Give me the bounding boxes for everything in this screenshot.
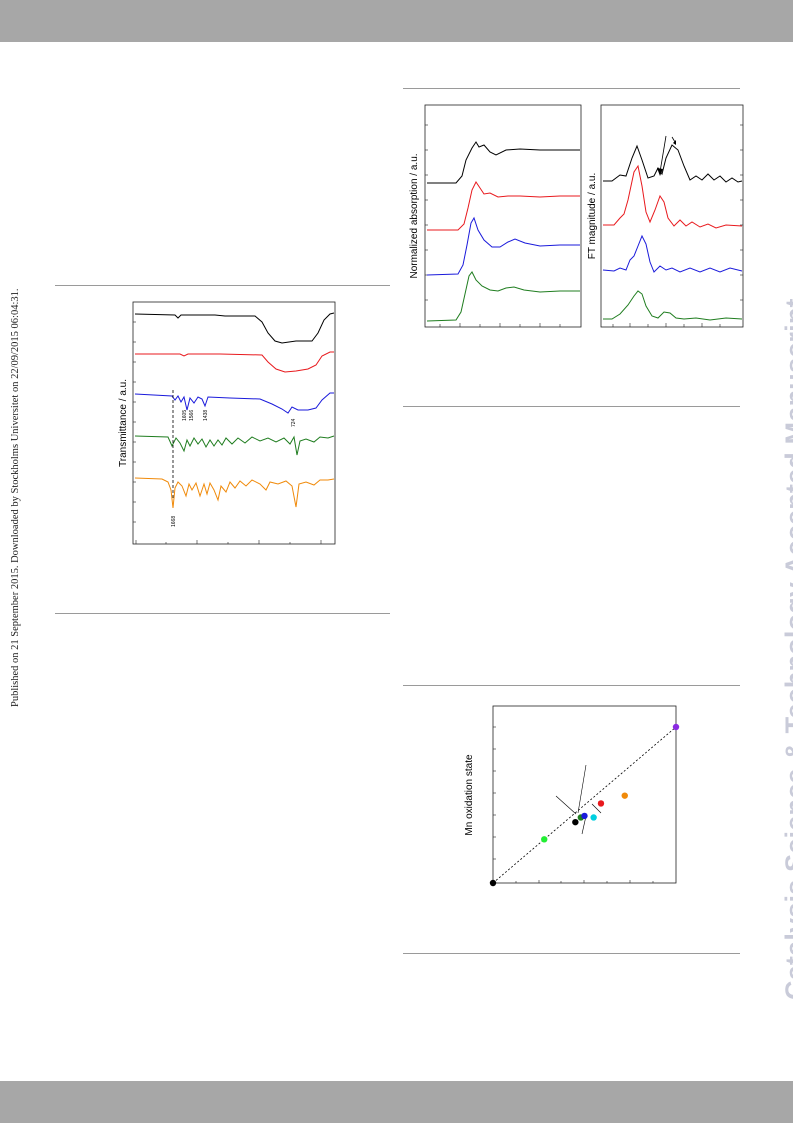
mn-trend-line (492, 726, 677, 884)
rule-mn-bottom (403, 953, 740, 954)
exafs-arrow-down (659, 135, 667, 173)
exafs-trace-red (603, 164, 743, 229)
exafs-x-ticks (612, 323, 721, 327)
xanes-trace-black (427, 141, 580, 184)
mn-data-point-8 (621, 792, 628, 799)
mn-data-point-9 (672, 723, 680, 731)
exafs-y-ticks (740, 124, 743, 301)
mn-y-ticks (493, 726, 496, 860)
mn-leader-lines (555, 764, 602, 835)
mn-y-axis-label: Mn oxidation state (464, 754, 475, 836)
exafs-trace-green (603, 290, 743, 321)
xanes-y-ticks (425, 124, 428, 301)
rule-ir-bottom (55, 613, 390, 614)
exafs-trace-blue (602, 234, 743, 273)
ir-peak-label-1566: 1566 (189, 410, 195, 421)
ir-x-ticks (135, 540, 322, 544)
ir-trace-black (134, 312, 335, 344)
ir-y-ticks (133, 321, 136, 523)
exafs-y-axis-label: FT magnitude / a.u. (587, 173, 598, 260)
ir-peak-label-1605: 1605 (182, 410, 188, 421)
rule-ir-top (55, 285, 390, 286)
xanes-panel (424, 104, 582, 328)
ir-trace-red (135, 351, 334, 373)
mn-data-point-3 (572, 818, 579, 826)
mn-data-points (489, 723, 680, 887)
rule-xas-top (403, 88, 740, 89)
mn-data-point-2 (541, 836, 548, 843)
ir-trace-blue (134, 392, 334, 414)
ir-peak-label-1438: 1438 (203, 410, 209, 421)
page-header-band (0, 0, 793, 42)
mn-plot-frame (492, 705, 677, 884)
mn-data-point-6 (590, 814, 597, 821)
mn-x-ticks (515, 880, 654, 883)
exafs-arrow-small (671, 136, 676, 143)
ir-y-axis-label: Transmittance / a.u. (118, 379, 129, 467)
xanes-y-axis-label: Normalized absorption / a.u. (409, 153, 420, 278)
ir-peak-label-1668: 1668 (171, 516, 177, 527)
xanes-trace-blue (426, 216, 580, 276)
ir-peak-label-724: 724 (291, 418, 297, 427)
page-footer-band (0, 1081, 793, 1123)
rule-mn-top (403, 685, 740, 686)
mn-data-point-1 (489, 879, 497, 887)
xanes-trace-green (426, 271, 580, 322)
rule-xas-bottom (403, 406, 740, 407)
ir-trace-green (134, 435, 335, 456)
xanes-x-ticks (439, 323, 561, 327)
mn-data-point-5 (581, 812, 588, 820)
exafs-arrow-small-head (673, 140, 676, 145)
exafs-arrow-down-head (657, 168, 663, 176)
exafs-trace-black (603, 144, 743, 183)
ir-trace-orange (134, 477, 335, 509)
exafs-panel (600, 104, 744, 328)
mn-data-point-7 (597, 800, 605, 807)
xanes-trace-red (427, 181, 580, 231)
